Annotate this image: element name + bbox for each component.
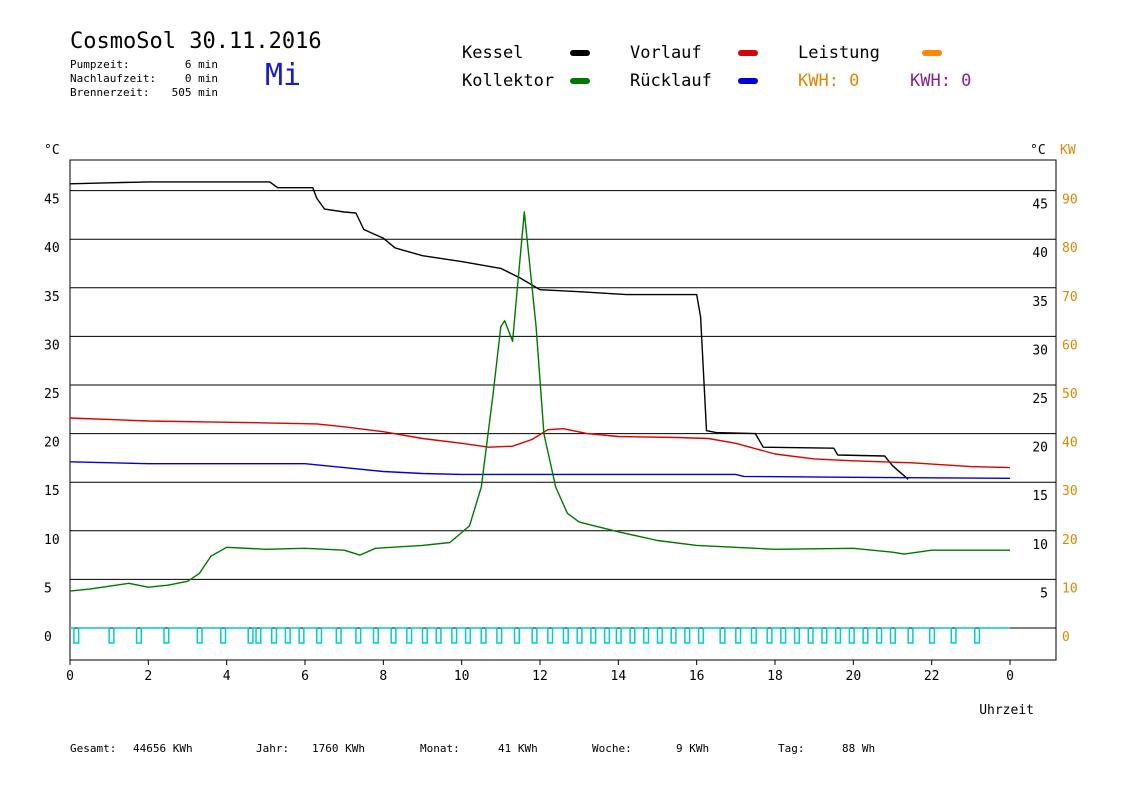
y-left-tick-label: 0	[44, 630, 52, 645]
x-tick-label: 2	[144, 669, 152, 684]
legend-swatch-vorlauf	[738, 50, 758, 56]
legend-label-leistung: Leistung	[798, 43, 880, 63]
x-tick-label: 0	[66, 669, 74, 684]
x-tick-label: 4	[223, 669, 231, 684]
y-kw-tick-label: 10	[1062, 581, 1078, 596]
y-kw-tick-label: 70	[1062, 290, 1078, 305]
y-right-tick-label: 35	[1032, 295, 1048, 310]
series-line-kessel	[69, 181, 909, 480]
series-line-vorlauf	[69, 417, 1011, 469]
y-right-tick-label: 15	[1032, 489, 1048, 504]
y-left-tick-label: 45	[44, 193, 60, 208]
footer-monat-value: 41 KWh	[498, 742, 538, 755]
x-tick-label: 6	[301, 669, 309, 684]
x-tick-label: 22	[924, 669, 940, 684]
legend-swatch-ruecklauf	[738, 78, 758, 84]
legend-swatch-kollektor	[570, 78, 590, 84]
x-tick-label: 10	[454, 669, 470, 684]
right-unit-label: °C	[1030, 143, 1046, 158]
stat-label: Brennerzeit:	[70, 86, 150, 99]
x-tick-label: 14	[611, 669, 627, 684]
x-tick-label: 8	[379, 669, 387, 684]
plot-frame	[69, 159, 1057, 661]
left-unit-label: °C	[44, 143, 60, 158]
y-right-tick-label: 5	[1040, 586, 1048, 601]
footer-gesamt-label: Gesamt:	[70, 742, 117, 755]
y-left-tick-label: 40	[44, 241, 60, 256]
series-line-kollektor	[69, 211, 1010, 592]
x-tick-label: 12	[532, 669, 548, 684]
stat-label: Pumpzeit:	[70, 58, 130, 71]
x-axis-label: Uhrzeit	[979, 703, 1034, 718]
footer-gesamt-value: 44656 KWh	[133, 742, 193, 755]
y-right-tick-label: 10	[1032, 538, 1048, 553]
footer-jahr-value: 1760 KWh	[312, 742, 365, 755]
footer-tag-value: 88 Wh	[842, 742, 876, 755]
y-right-tick-label: 40	[1032, 246, 1048, 261]
legend-swatch-leistung	[922, 50, 942, 56]
footer-monat-label: Monat:	[420, 742, 460, 755]
y-kw-tick-label: 80	[1062, 241, 1078, 256]
stat-value: 6 min	[184, 58, 218, 71]
y-left-tick-label: 15	[44, 484, 60, 499]
y-kw-tick-label: 90	[1062, 193, 1078, 208]
y-left-tick-label: 35	[44, 290, 60, 305]
stat-value: 0 min	[184, 72, 218, 85]
legend-label-ruecklauf: Rücklauf	[630, 71, 712, 91]
legend-label-vorlauf: Vorlauf	[630, 43, 702, 63]
y-left-tick-label: 5	[44, 581, 52, 596]
kwh-orange-label: KWH: 0	[798, 71, 860, 91]
y-left-tick-label: 10	[44, 533, 60, 548]
x-tick-label: 20	[846, 669, 862, 684]
stat-brennerzeit: Brennerzeit: 505 min	[70, 86, 218, 99]
y-right-tick-label: 25	[1032, 392, 1048, 407]
y-kw-tick-label: 30	[1062, 484, 1078, 499]
footer-woche-value: 9 KWh	[676, 742, 710, 755]
y-left-tick-label: 30	[44, 338, 60, 353]
x-tick-label: 18	[767, 669, 783, 684]
y-left-tick-label: 25	[44, 387, 60, 402]
footer-jahr-label: Jahr:	[256, 742, 290, 755]
stat-pumpzeit: Pumpzeit: 6 min	[70, 58, 218, 71]
footer-tag-label: Tag:	[778, 742, 805, 755]
y-kw-tick-label: 20	[1062, 533, 1078, 548]
legend-label-kollektor: Kollektor	[462, 71, 555, 91]
series-line-ruecklauf	[69, 461, 1011, 479]
y-kw-tick-label: 50	[1062, 387, 1078, 402]
y-kw-tick-label: 40	[1062, 436, 1078, 451]
y-right-tick-label: 45	[1032, 198, 1048, 213]
legend-label-kessel: Kessel	[462, 43, 524, 63]
x-tick-label: 0	[1006, 669, 1014, 684]
legend-swatch-kessel	[570, 50, 590, 56]
stat-value: 505 min	[171, 86, 218, 99]
footer-woche-label: Woche:	[592, 742, 632, 755]
kwh-purple-label: KWH: 0	[910, 71, 972, 91]
y-left-tick-label: 20	[44, 436, 60, 451]
y-kw-tick-label: 60	[1062, 338, 1078, 353]
stat-label: Nachlaufzeit:	[70, 72, 157, 85]
x-tick-label: 16	[689, 669, 705, 684]
y-right-tick-label: 30	[1032, 343, 1048, 358]
weekday-label: Mi	[265, 58, 302, 93]
page-title: CosmoSol 30.11.2016	[70, 29, 322, 54]
stat-nachlaufzeit: Nachlaufzeit: 0 min	[70, 72, 218, 85]
y-kw-tick-label: 0	[1062, 630, 1070, 645]
pump-status-line	[70, 627, 1010, 644]
right-kw-unit-label: KW	[1060, 143, 1076, 158]
y-right-tick-label: 20	[1032, 441, 1048, 456]
